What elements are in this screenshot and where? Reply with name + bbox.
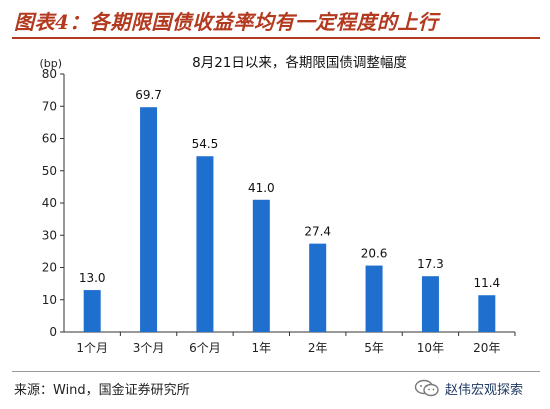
watermark-text: 赵伟宏观探索 [445,382,524,398]
bar [252,199,270,332]
bar-value-label: 20.6 [361,247,388,261]
y-axis-unit: (bp) [39,57,62,70]
y-tick-label: 20 [42,261,57,275]
source-note: 来源：Wind，国金证券研究所 [14,383,190,398]
bar [478,295,496,332]
figure-header: 图表4：各期限国债收益率均有一定程度的上行 [0,0,550,40]
figure-title: 图表4：各期限国债收益率均有一定程度的上行 [14,10,439,34]
bar-value-label: 27.4 [304,225,331,239]
watermark: 赵伟宏观探索 [414,377,523,399]
y-tick-label: 80 [42,67,57,81]
x-tick-label: 2年 [308,341,328,355]
y-tick-label: 30 [42,228,57,242]
y-tick-label: 40 [42,196,57,210]
x-tick-label: 10年 [417,341,444,355]
y-tick-label: 60 [42,132,57,146]
x-tick-label: 6个月 [189,341,221,355]
title-underline [12,37,540,39]
bar-value-label: 17.3 [417,257,444,271]
footer-divider [12,371,540,372]
bar [140,107,158,332]
x-tick-label: 1年 [251,341,271,355]
bar [196,156,214,332]
bar-value-label: 41.0 [248,181,275,195]
y-tick-label: 70 [42,99,57,113]
bar-value-label: 13.0 [79,271,106,285]
bar [365,265,383,332]
y-tick-label: 10 [42,293,57,307]
x-tick-label: 3个月 [133,341,165,355]
bar [83,290,101,332]
bar-chart: 8月21日以来，各期限国债调整幅度 (bp) 0 10 20 30 40 50 60 70 80 13… [39,55,516,355]
bar-value-label: 69.7 [135,88,162,102]
bar [421,276,439,332]
bar-value-label: 11.4 [473,276,500,290]
y-tick-label: 50 [42,164,57,178]
bar-value-label: 54.5 [192,137,219,151]
y-tick-label: 0 [49,325,57,339]
x-tick-label: 5年 [364,341,384,355]
x-tick-label: 20年 [473,341,500,355]
x-tick-label: 1个月 [76,341,108,355]
wechat-icon [414,379,439,397]
chart-title: 8月21日以来，各期限国债调整幅度 [192,55,407,71]
bar [309,243,327,332]
